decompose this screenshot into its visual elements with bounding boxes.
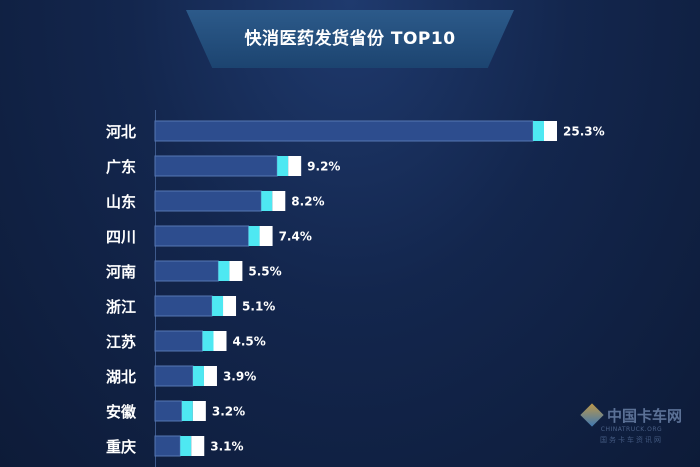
title-banner [186, 10, 514, 68]
watermark-cn: 中国卡车网 [606, 406, 682, 425]
category-label: 河南 [106, 263, 136, 281]
chart-title: 快消医药发货省份 TOP10 [244, 29, 456, 49]
bar [154, 120, 534, 142]
value-label: 25.3% [563, 125, 605, 139]
category-label: 江苏 [106, 333, 136, 351]
bar [154, 190, 262, 212]
value-label: 3.1% [210, 440, 243, 454]
bar-tip-cyan [180, 436, 192, 456]
value-label: 5.1% [242, 300, 275, 314]
bar-tip-white [229, 261, 243, 281]
bar-tip-white [288, 156, 302, 176]
truck-logo-icon [580, 403, 604, 427]
bar-tip-cyan [192, 366, 204, 386]
bar [154, 435, 181, 457]
watermark: 中国卡车网 CHINATRUCK.ORG 国务卡车资讯网 [580, 403, 682, 445]
value-label: 4.5% [233, 335, 266, 349]
bar [154, 295, 213, 317]
bar-tip-white [192, 401, 206, 421]
bar-tip-cyan [533, 121, 544, 141]
category-label: 广东 [106, 158, 136, 176]
bar-tip-white [213, 331, 227, 351]
category-label: 湖北 [106, 368, 136, 386]
watermark-logo: 中国卡车网 [580, 403, 682, 427]
bar-tip-cyan [181, 401, 193, 421]
category-label: 山东 [106, 193, 136, 211]
bar-tip-white [191, 436, 205, 456]
category-label: 河北 [106, 123, 136, 141]
bar [154, 155, 278, 177]
category-label: 四川 [106, 228, 136, 246]
bar-tip-cyan [248, 226, 260, 246]
category-label: 安徽 [106, 403, 137, 421]
bar-tip-white [203, 366, 217, 386]
value-label: 3.9% [223, 370, 256, 384]
bar [154, 365, 194, 387]
bar-tip-cyan [277, 156, 289, 176]
category-label: 重庆 [106, 438, 136, 456]
y-axis-line [155, 110, 156, 467]
value-label: 5.5% [248, 265, 281, 279]
value-label: 3.2% [212, 405, 245, 419]
bar-tip-white [259, 226, 273, 246]
bar-tip-cyan [212, 296, 224, 316]
value-label: 9.2% [307, 160, 340, 174]
bar-tip-cyan [218, 261, 230, 281]
value-label: 8.2% [291, 195, 324, 209]
value-label: 7.4% [279, 230, 312, 244]
bar [154, 225, 250, 247]
bar [154, 260, 219, 282]
category-label: 浙江 [106, 298, 136, 316]
bar [154, 400, 183, 422]
bar-tip-white [544, 121, 557, 141]
bar [154, 330, 204, 352]
bar-tip-cyan [261, 191, 273, 211]
bar-tip-white [272, 191, 286, 211]
bar-tip-white [223, 296, 237, 316]
watermark-en: CHINATRUCK.ORG [600, 426, 663, 433]
bar-tip-cyan [202, 331, 214, 351]
watermark-sub: 国务卡车资讯网 [599, 436, 663, 444]
